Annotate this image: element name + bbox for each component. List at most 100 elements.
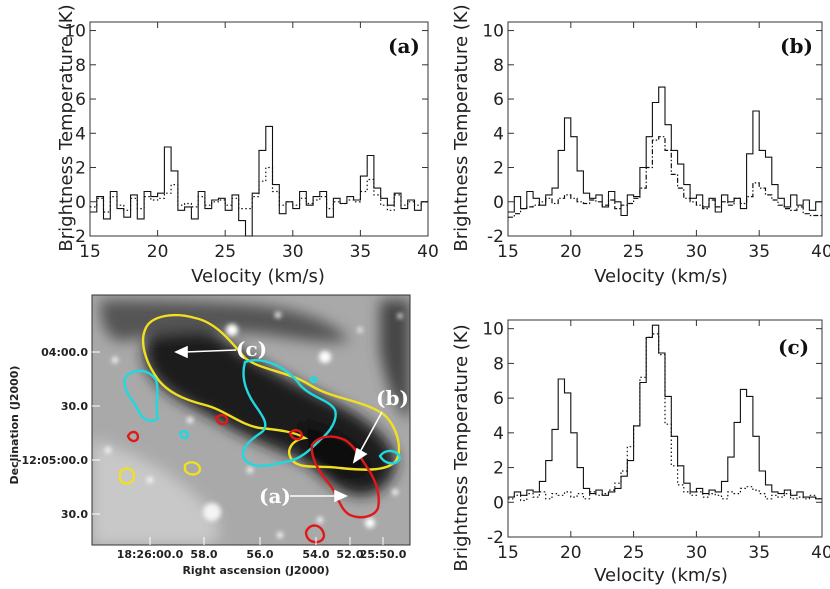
spectrum-solid-line (508, 86, 822, 217)
panel-label-c: (c) (778, 335, 809, 359)
xlabel-b: Velocity (km/s) (594, 266, 728, 287)
xlabel-a: Velocity (km/s) (191, 266, 325, 287)
spectrum-dotted-line (90, 166, 428, 213)
sky-xlabel: Right ascension (J2000) (182, 564, 329, 577)
ylabel-b: Brightness Temperature (K) (451, 4, 472, 251)
marker-c: (c) (236, 337, 267, 361)
panel-label-a: (a) (388, 34, 420, 58)
y-tick-label: 4 (493, 124, 504, 144)
marker-arrows (174, 345, 383, 503)
x-tick-label: 25 (214, 242, 236, 262)
arrow-c (184, 349, 237, 353)
x-tick-label: 30 (686, 543, 708, 563)
y-tick-label: 10 (482, 22, 504, 42)
x-tick-label: 15 (497, 543, 519, 563)
contour-yellow-small-2 (183, 461, 202, 476)
ra-tick: 25:50.0 (360, 548, 407, 561)
contour-red-small-3 (288, 428, 304, 441)
dec-tick: 30.0 (61, 508, 88, 521)
y-tick-label: 8 (493, 56, 504, 76)
ylabel-c: Brightness Temperature (K) (451, 324, 472, 571)
contour-cyan-small (378, 449, 402, 465)
sky-image-panel: (c) (a) (b) 04:00.0 30.0 -12:05:00.0 30.… (8, 294, 411, 577)
marker-b: (b) (376, 386, 409, 410)
spectrum-solid-line (90, 125, 428, 237)
ra-tick: 52.0 (336, 548, 363, 561)
spectrum-dash-dot-line (508, 136, 822, 218)
x-tick-label: 35 (748, 242, 770, 262)
x-tick-label: 20 (560, 543, 582, 563)
y-tick-label: 4 (75, 124, 86, 144)
dec-tick: 04:00.0 (41, 346, 88, 359)
spectrum-panel-b: Brightness Temperature (K) Velocity (km/… (451, 4, 830, 287)
x-tick-label: 25 (623, 242, 645, 262)
y-tick-label: -2 (487, 528, 504, 548)
spectrum-panel-a: Brightness Temperature (K) Velocity (km/… (56, 4, 439, 287)
arrow-c-head (174, 345, 188, 359)
ra-tick: 58.0 (190, 548, 217, 561)
dec-tick: 30.0 (61, 400, 88, 413)
xlabel-c: Velocity (km/s) (594, 565, 728, 586)
sky-frame (91, 294, 411, 546)
dec-tick-labels: 04:00.0 30.0 -12:05:00.0 30.0 (17, 346, 88, 521)
plot-frame (507, 319, 823, 538)
y-tick-label: -2 (69, 227, 86, 247)
arrow-a-head (334, 489, 348, 503)
sky-ylabel: Declination (J2000) (8, 366, 21, 485)
y-tick-label: -2 (487, 227, 504, 247)
y-tick-label: 0 (75, 193, 86, 213)
y-tick-label: 0 (493, 493, 504, 513)
contour-red-small-1 (126, 430, 140, 443)
dark-cloud (92, 300, 410, 545)
contours (118, 314, 402, 544)
ra-tick: 56.0 (246, 548, 273, 561)
contour-cyan-left (123, 369, 160, 422)
contour-red-small-2 (214, 413, 229, 426)
x-tick-label: 30 (282, 242, 304, 262)
x-tick-label: 35 (350, 242, 372, 262)
y-tick-label: 8 (493, 354, 504, 374)
contour-cyan-tiny (178, 430, 190, 440)
y-tick-label: 8 (75, 56, 86, 76)
x-tick-label: 15 (79, 242, 101, 262)
spectrum-solid-line (508, 324, 822, 500)
y-tick-label: 10 (482, 320, 504, 340)
plot-frame (89, 21, 429, 237)
y-tick-label: 2 (75, 159, 86, 179)
ylabel-a: Brightness Temperature (K) (56, 4, 77, 251)
ra-tick-labels: 18:26:00.0 58.0 56.0 54.0 52.0 25:50.0 (117, 548, 407, 561)
y-tick-label: 4 (493, 424, 504, 444)
contour-red-bottom (304, 524, 326, 544)
arrow-b-head (352, 447, 368, 464)
x-tick-label: 20 (560, 242, 582, 262)
marker-a: (a) (259, 484, 291, 508)
contour-cyan-main (241, 359, 337, 468)
contour-cyan-dot (309, 376, 318, 384)
x-tick-label: 35 (748, 543, 770, 563)
dec-tick: -12:05:00.0 (17, 454, 88, 467)
spectrum-panel-c: Brightness Temperature (K) Velocity (km/… (451, 319, 830, 586)
y-tick-label: 0 (493, 193, 504, 213)
contour-yellow-main (141, 314, 401, 471)
x-tick-label: 40 (811, 543, 830, 563)
plot-frame (507, 21, 823, 237)
contour-red-main (310, 435, 380, 519)
contour-yellow-small-1 (118, 467, 136, 485)
x-tick-label: 15 (497, 242, 519, 262)
y-tick-label: 2 (493, 159, 504, 179)
y-tick-label: 6 (493, 389, 504, 409)
panel-label-b: (b) (780, 34, 813, 58)
y-tick-label: 6 (493, 90, 504, 110)
y-tick-label: 10 (64, 22, 86, 42)
ra-tick: 54.0 (302, 548, 329, 561)
x-tick-label: 40 (811, 242, 830, 262)
x-tick-label: 30 (686, 242, 708, 262)
bright-stars (105, 312, 403, 538)
ra-tick: 18:26:00.0 (117, 548, 184, 561)
arrow-b (359, 411, 383, 453)
y-tick-label: 2 (493, 459, 504, 479)
spectrum-dotted-line (508, 333, 822, 502)
x-tick-label: 25 (623, 543, 645, 563)
x-tick-label: 20 (147, 242, 169, 262)
